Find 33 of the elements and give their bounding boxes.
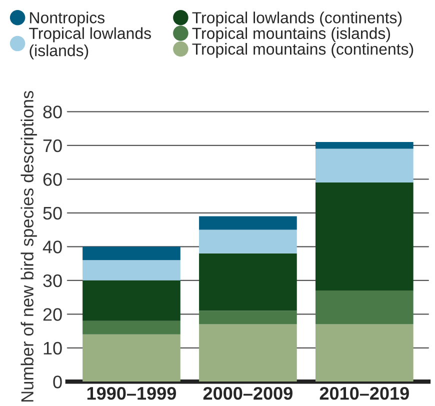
y-tick-label: 0 [53,376,62,388]
bar [199,253,297,311]
y-tick-label: 60 [43,173,62,186]
legend-label: Tropical mountains (islands) [192,27,390,42]
y-tick-label: 80 [43,106,62,118]
bar [82,320,180,334]
bar [82,280,180,321]
bar [199,324,297,382]
y-tick-label: 30 [43,274,62,288]
bar [82,246,180,260]
bar [316,142,414,149]
bar [82,260,180,280]
y-tick-label: 50 [43,206,62,220]
bar [316,182,414,291]
bar [316,290,414,324]
bar [199,216,297,230]
legend-label: Tropical lowlands (continents) [192,12,402,26]
y-tick-label: 70 [43,139,62,152]
legend-label: Tropical mountains (continents) [192,42,414,58]
legend-label: Nontropics [30,12,105,26]
y-tick-label: 40 [42,240,62,254]
bar [316,148,414,183]
bar [199,310,297,324]
y-tick-label: 20 [43,308,62,321]
y-axis-title: Number of new bird species descriptions [20,90,37,402]
y-tick-label: 10 [44,342,62,355]
x-tick-label: 2010–2019 [320,386,409,400]
bar [82,334,180,382]
x-tick-label: 1990–1999 [87,386,176,400]
legend-label: Tropical lowlands (islands) [29,27,151,60]
x-tick-label: 2000–2009 [203,386,292,400]
bar [316,324,414,382]
bar [199,230,297,254]
